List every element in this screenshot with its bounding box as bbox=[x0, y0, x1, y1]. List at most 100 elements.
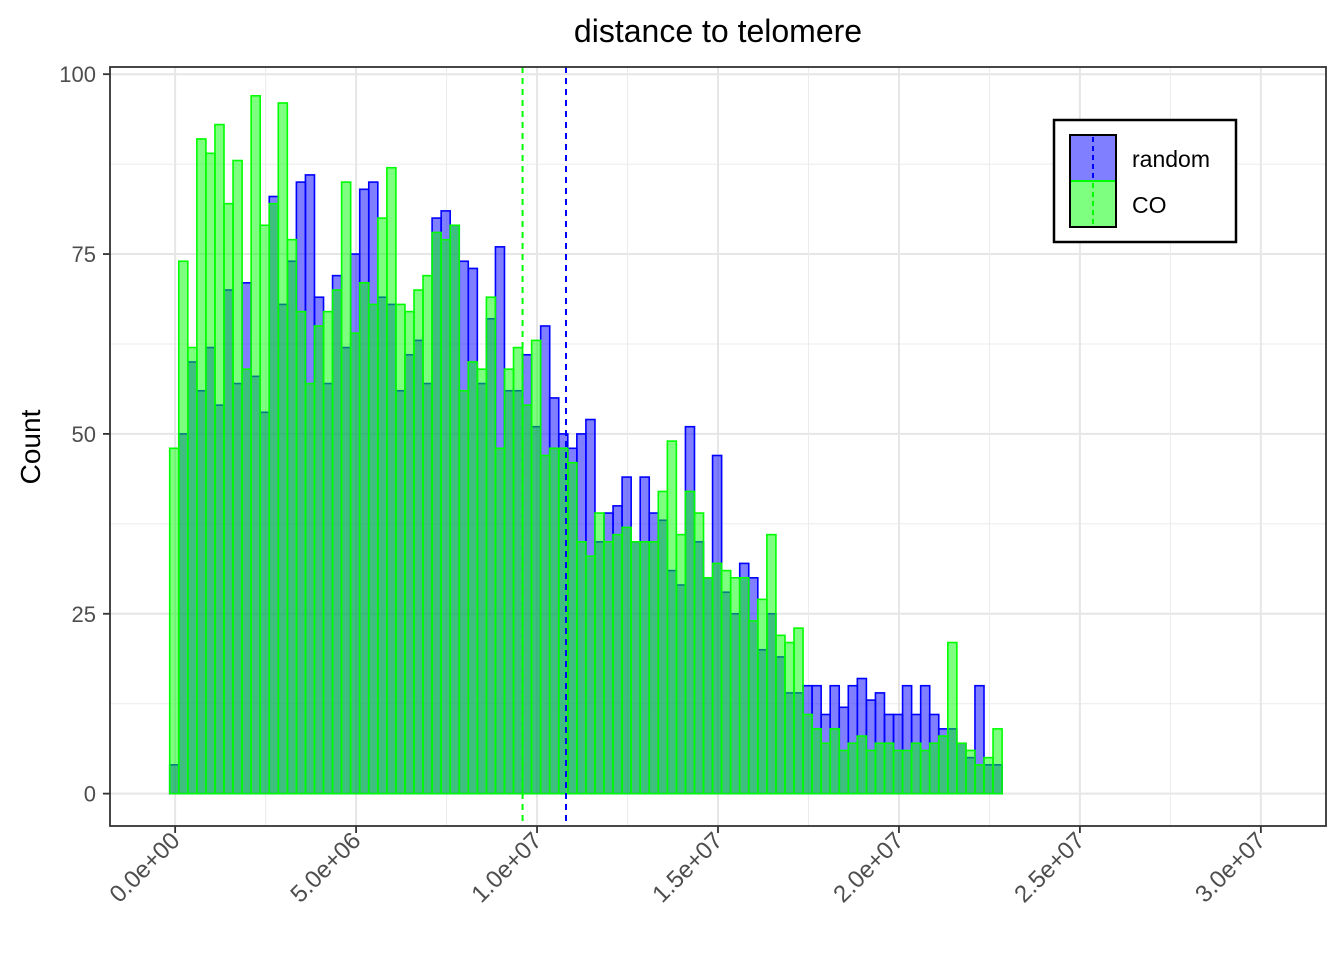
bar-co bbox=[322, 310, 334, 795]
bar-co bbox=[820, 742, 831, 795]
legend: random CO bbox=[1052, 118, 1238, 244]
bar-co bbox=[757, 598, 768, 795]
bar-co bbox=[874, 742, 886, 795]
y-tick-label: 100 bbox=[59, 62, 96, 87]
bar-co bbox=[829, 728, 841, 795]
bar-co bbox=[612, 533, 623, 795]
bar-co bbox=[738, 576, 750, 795]
bar-co bbox=[639, 541, 651, 795]
bar-co bbox=[340, 181, 352, 795]
bar-co bbox=[503, 368, 515, 795]
bar-co bbox=[377, 217, 388, 795]
bar-co bbox=[395, 303, 406, 795]
bar-co bbox=[367, 303, 379, 795]
y-tick-label: 50 bbox=[72, 422, 96, 447]
bar-co bbox=[720, 569, 732, 795]
bar-co bbox=[358, 282, 370, 795]
bar-co bbox=[937, 735, 949, 795]
legend-key-outline bbox=[1069, 134, 1117, 228]
y-axis-label: Count bbox=[15, 409, 46, 484]
bar-co bbox=[965, 749, 976, 795]
bar-co bbox=[983, 756, 994, 795]
bar-co bbox=[422, 274, 433, 795]
bar-co bbox=[847, 742, 859, 795]
bar-co bbox=[603, 541, 614, 795]
bar-co bbox=[630, 541, 641, 795]
bar-co bbox=[585, 555, 596, 795]
bar-co bbox=[177, 260, 189, 795]
bar-co bbox=[775, 634, 786, 795]
bar-co bbox=[304, 382, 316, 795]
bar-co bbox=[512, 346, 524, 795]
co-bars bbox=[168, 94, 1003, 795]
bar-co bbox=[702, 576, 714, 795]
bar-co bbox=[947, 641, 958, 795]
bar-co bbox=[196, 138, 207, 795]
bar-co bbox=[928, 742, 940, 795]
bar-co bbox=[349, 332, 361, 795]
bar-co bbox=[205, 152, 216, 795]
bar-co bbox=[404, 310, 415, 795]
bar-co bbox=[657, 490, 669, 795]
bar-co bbox=[766, 533, 777, 795]
bar-co bbox=[892, 749, 904, 795]
bar-co bbox=[666, 440, 678, 795]
bar-co bbox=[413, 289, 424, 795]
bar-co bbox=[259, 224, 271, 795]
bar-co bbox=[919, 749, 931, 795]
bar-co bbox=[621, 526, 632, 795]
legend-label-co: CO bbox=[1132, 192, 1167, 218]
bar-co bbox=[467, 361, 479, 795]
bar-co bbox=[548, 447, 560, 795]
bar-co bbox=[974, 764, 985, 795]
bar-co bbox=[277, 102, 289, 795]
chart-title: distance to telomere bbox=[574, 13, 862, 49]
bar-co bbox=[286, 238, 298, 795]
bar-co bbox=[485, 296, 497, 795]
bar-co bbox=[747, 620, 759, 795]
bar-co bbox=[232, 159, 243, 795]
bar-co bbox=[313, 325, 325, 795]
bar-co bbox=[910, 742, 922, 795]
bar-co bbox=[214, 123, 225, 795]
bar-co bbox=[494, 447, 506, 795]
bar-co bbox=[331, 289, 343, 795]
bar-co bbox=[838, 749, 850, 795]
y-tick-label: 0 bbox=[84, 782, 96, 807]
bar-co bbox=[223, 202, 234, 795]
bar-co bbox=[594, 512, 605, 795]
bar-co bbox=[530, 339, 542, 795]
bar-co bbox=[250, 94, 261, 795]
bar-co bbox=[729, 576, 741, 795]
bar-co bbox=[811, 728, 822, 795]
bar-co bbox=[187, 346, 198, 795]
bar-co bbox=[431, 231, 442, 795]
bar-co bbox=[440, 238, 451, 795]
bar-co bbox=[865, 749, 877, 795]
bar-co bbox=[295, 310, 307, 795]
bar-co bbox=[684, 490, 696, 795]
legend-label-random: random bbox=[1132, 146, 1210, 172]
bar-co bbox=[675, 533, 687, 795]
bar-co bbox=[883, 742, 895, 795]
bar-co bbox=[648, 541, 660, 795]
y-tick-label: 75 bbox=[72, 242, 96, 267]
bar-co bbox=[168, 447, 180, 795]
bar-co bbox=[386, 166, 397, 795]
bar-co bbox=[901, 749, 913, 795]
bar-co bbox=[856, 735, 868, 795]
mean-lines bbox=[521, 67, 567, 826]
bar-co bbox=[449, 224, 461, 795]
bar-co bbox=[458, 389, 470, 795]
bar-co bbox=[567, 461, 578, 795]
bar-co bbox=[241, 368, 252, 795]
bar-co bbox=[802, 713, 813, 795]
bar-co bbox=[476, 368, 488, 795]
bar-co bbox=[711, 562, 723, 795]
bar-co bbox=[539, 454, 551, 795]
bar-co bbox=[992, 728, 1003, 795]
y-axis: 0 25 50 75 100 bbox=[59, 62, 110, 807]
bar-co bbox=[521, 404, 533, 795]
bar-co bbox=[693, 512, 705, 795]
